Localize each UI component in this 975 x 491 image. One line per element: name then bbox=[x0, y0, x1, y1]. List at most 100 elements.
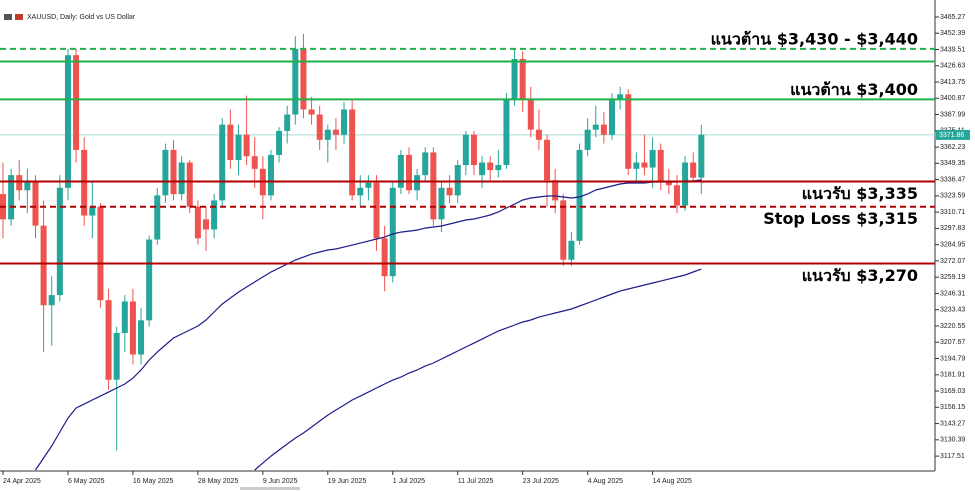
candle-body bbox=[462, 134, 469, 166]
candle-body bbox=[162, 149, 169, 196]
candle-body bbox=[48, 295, 55, 306]
y-tick-label: 3387.99 bbox=[940, 111, 965, 118]
candle-body bbox=[300, 48, 307, 110]
candle-body bbox=[438, 187, 445, 220]
y-tick-label: 3207.67 bbox=[940, 339, 965, 346]
candle-body bbox=[600, 124, 607, 135]
candle-body bbox=[332, 129, 339, 135]
x-tick-label: 23 Jul 2025 bbox=[523, 478, 559, 485]
y-tick-label: 3349.35 bbox=[940, 160, 965, 167]
x-tick-label: 14 Aug 2025 bbox=[653, 478, 692, 485]
candle-body bbox=[430, 152, 437, 220]
y-tick-label: 3297.83 bbox=[940, 225, 965, 232]
candle-body bbox=[690, 162, 697, 178]
candle-body bbox=[276, 130, 283, 155]
candle-body bbox=[186, 162, 193, 207]
candle-body bbox=[576, 149, 583, 241]
candle-body bbox=[470, 134, 477, 166]
y-tick-label: 3310.71 bbox=[940, 209, 965, 216]
candle-body bbox=[665, 181, 672, 186]
candle-body bbox=[454, 165, 461, 196]
candle-body bbox=[633, 162, 640, 169]
candle-body bbox=[544, 139, 551, 181]
candle-body bbox=[284, 114, 291, 131]
candle-body bbox=[584, 129, 591, 150]
y-tick-label: 3169.03 bbox=[940, 388, 965, 395]
candle-body bbox=[357, 187, 364, 196]
candle-body bbox=[446, 187, 453, 196]
y-tick-label: 3452.39 bbox=[940, 30, 965, 37]
x-tick-label: 19 Jun 2025 bbox=[328, 478, 367, 485]
candle-body bbox=[389, 187, 396, 277]
candle-body bbox=[97, 206, 104, 301]
candle-body bbox=[64, 55, 71, 188]
level-label: แนวต้าน $3,430 - $3,440 bbox=[711, 29, 918, 48]
candle-body bbox=[154, 195, 161, 240]
candle-body bbox=[617, 94, 624, 100]
moving-average bbox=[35, 179, 702, 471]
candle-body bbox=[73, 55, 80, 150]
candle-body bbox=[81, 149, 88, 216]
x-tick-label: 16 May 2025 bbox=[133, 478, 174, 485]
candle-body bbox=[495, 165, 502, 171]
candle-body bbox=[535, 129, 542, 140]
y-tick-label: 3465.27 bbox=[940, 14, 965, 21]
candle-body bbox=[649, 149, 656, 168]
icon-box bbox=[4, 14, 12, 20]
candle-body bbox=[682, 162, 689, 206]
candle-body bbox=[105, 300, 112, 380]
y-tick-label: 3194.79 bbox=[940, 355, 965, 362]
candle-body bbox=[113, 332, 120, 380]
candle-body bbox=[479, 162, 486, 176]
y-tick-label: 3272.07 bbox=[940, 258, 965, 265]
candle-body bbox=[365, 182, 372, 188]
candle-body bbox=[592, 124, 599, 130]
candle-body bbox=[657, 149, 664, 182]
candle-body bbox=[16, 175, 23, 191]
candle-body bbox=[32, 181, 39, 226]
level-label: แนวต้าน $3,400 bbox=[790, 80, 918, 99]
x-tick-label: 28 May 2025 bbox=[198, 478, 239, 485]
candle-body bbox=[129, 301, 136, 355]
x-tick-label: 11 Jul 2025 bbox=[458, 478, 494, 485]
candle-body bbox=[698, 134, 705, 178]
candle-body bbox=[406, 154, 412, 191]
candle-body bbox=[170, 149, 177, 195]
candle-body bbox=[211, 200, 218, 230]
candle-body bbox=[560, 200, 567, 260]
x-tick-label: 9 Jun 2025 bbox=[263, 478, 298, 485]
x-tick-label: 1 Jul 2025 bbox=[393, 478, 425, 485]
scrollbar bbox=[240, 487, 300, 490]
candle-body bbox=[527, 99, 534, 130]
candle-body bbox=[503, 99, 510, 166]
candle-body bbox=[56, 187, 63, 296]
y-tick-label: 3220.55 bbox=[940, 323, 965, 330]
y-tick-label: 3336.47 bbox=[940, 176, 965, 183]
candle-body bbox=[414, 175, 421, 191]
y-tick-label: 3284.95 bbox=[940, 242, 965, 249]
candle-body bbox=[194, 206, 201, 239]
level-label: แนวรับ $3,335 bbox=[802, 184, 918, 203]
y-tick-label: 3156.15 bbox=[940, 404, 965, 411]
candle-body bbox=[267, 154, 274, 196]
candle-body bbox=[203, 219, 209, 230]
candle-body bbox=[178, 162, 185, 195]
candle-body bbox=[40, 225, 47, 306]
candle-body bbox=[625, 94, 632, 169]
candle-body bbox=[673, 185, 680, 206]
candle-body bbox=[8, 175, 15, 220]
y-tick-label: 3143.27 bbox=[940, 420, 965, 427]
candle-body bbox=[316, 114, 323, 140]
candle-body bbox=[422, 152, 429, 176]
x-tick-label: 6 May 2025 bbox=[68, 478, 105, 485]
last-price-label: 3371.86 bbox=[939, 132, 964, 139]
y-tick-label: 3439.51 bbox=[940, 46, 965, 53]
y-tick-label: 3362.23 bbox=[940, 144, 965, 151]
y-tick-label: 3259.19 bbox=[940, 274, 965, 281]
candle-body bbox=[146, 239, 153, 321]
y-tick-label: 3426.63 bbox=[940, 63, 965, 70]
candle-body bbox=[251, 156, 258, 169]
candle-body bbox=[341, 109, 348, 135]
last-price-tag bbox=[936, 129, 970, 140]
